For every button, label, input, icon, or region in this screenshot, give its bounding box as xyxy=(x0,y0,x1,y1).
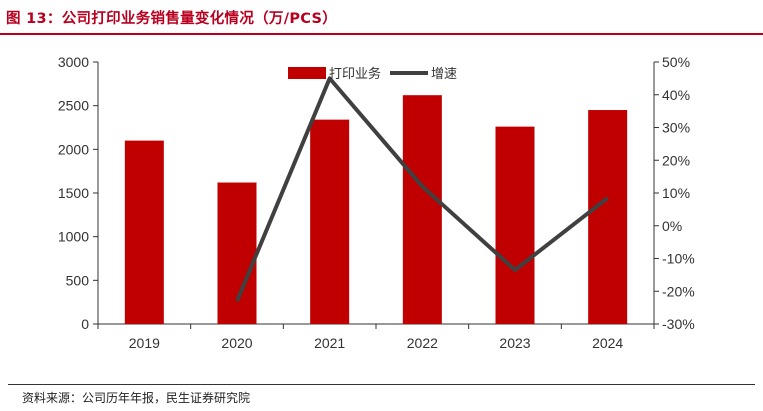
left-tick-label: 1000 xyxy=(58,229,89,245)
x-tick-label: 2024 xyxy=(592,335,623,351)
x-tick-label: 2023 xyxy=(499,335,530,351)
x-axis: 2019 2020 2021 2022 2023 2024 xyxy=(97,323,655,351)
title-divider xyxy=(0,33,763,35)
bar xyxy=(217,182,257,324)
left-tick-label: 3000 xyxy=(58,54,89,70)
right-tick-label: -10% xyxy=(662,251,695,267)
left-tick-label: 500 xyxy=(66,272,90,288)
right-tick-label: 20% xyxy=(662,152,690,168)
left-tick-label: 2000 xyxy=(58,141,89,157)
right-tick-label: 30% xyxy=(662,120,690,136)
bar xyxy=(588,110,628,325)
right-tick-label: 0% xyxy=(662,218,682,234)
bar xyxy=(124,140,164,324)
right-tick-label: 50% xyxy=(662,54,690,70)
left-tick-label: 0 xyxy=(81,316,89,332)
chart-title: 图 13：公司打印业务销售量变化情况（万/PCS） xyxy=(6,11,338,27)
x-tick-label: 2022 xyxy=(407,335,438,351)
left-tick-label: 1500 xyxy=(58,185,89,201)
line-series xyxy=(235,76,609,302)
x-tick-label: 2020 xyxy=(221,335,252,351)
right-tick-label: 10% xyxy=(662,185,690,201)
right-tick-label: -30% xyxy=(662,316,695,332)
source-note: 资料来源：公司历年年报，民生证券研究院 xyxy=(22,391,251,405)
bar xyxy=(310,119,350,324)
left-tick-label: 2500 xyxy=(58,98,89,114)
bar-series xyxy=(124,95,628,325)
right-tick-label: -20% xyxy=(662,283,695,299)
legend-label-bar: 打印业务 xyxy=(329,66,381,82)
footer-divider xyxy=(8,384,755,385)
x-tick-label: 2021 xyxy=(314,335,345,351)
legend-swatch-bar xyxy=(288,67,326,79)
bar xyxy=(495,126,535,324)
x-tick-label: 2019 xyxy=(129,335,160,351)
left-axis: 0 500 1000 1500 2000 2500 3000 xyxy=(58,54,99,332)
legend: 打印业务 增速 xyxy=(288,66,457,82)
bar xyxy=(402,95,442,324)
right-tick-label: 40% xyxy=(662,87,690,103)
legend-label-line: 增速 xyxy=(431,67,457,82)
chart: 0 500 1000 1500 2000 2500 3000 -30% -20% -10% 0% 1… xyxy=(58,54,695,351)
right-axis: -30% -20% -10% 0% 10% 20% 30% 40% 50% xyxy=(653,54,695,332)
